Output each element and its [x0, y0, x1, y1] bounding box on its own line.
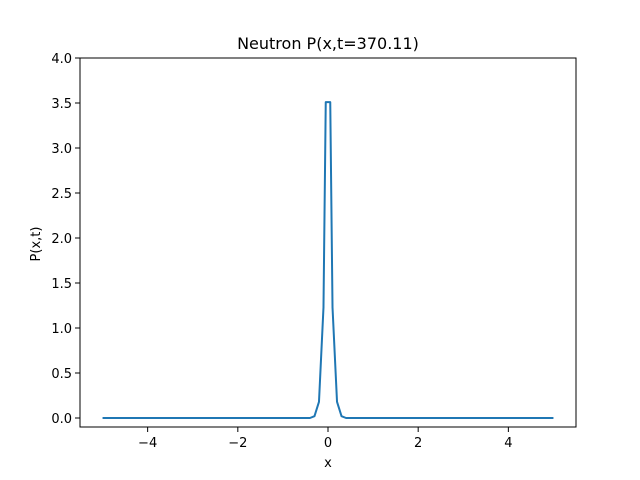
y-tick-label: 4.0: [51, 52, 72, 67]
y-tick-label: 3.5: [51, 97, 72, 112]
x-tick-label: −4: [138, 436, 157, 451]
y-tick-label: 1.0: [51, 322, 72, 337]
x-axis-label: x: [324, 456, 332, 471]
y-tick-label: 1.5: [51, 277, 72, 292]
series-line: [102, 101, 554, 419]
chart-title: Neutron P(x,t=370.11): [237, 34, 419, 53]
y-tick-label: 2.5: [51, 187, 72, 202]
y-tick-label: 0.5: [51, 367, 72, 382]
x-tick-label: 2: [414, 436, 422, 451]
y-axis-label: P(x,t): [29, 227, 44, 262]
y-tick-label: 2.0: [51, 232, 72, 247]
plot-frame: [79, 57, 577, 428]
plot-area: −4 −2 0 2 4 0.0 0.5 1.0 1.5 2.0 2.5 3.0 3.5 4.0: [51, 52, 577, 451]
x-tick-label: 4: [504, 436, 512, 451]
y-tick-label: 3.0: [51, 142, 72, 157]
x-tick-label: −2: [228, 436, 247, 451]
x-tick-label: 0: [324, 436, 332, 451]
y-tick-label: 0.0: [51, 412, 72, 427]
